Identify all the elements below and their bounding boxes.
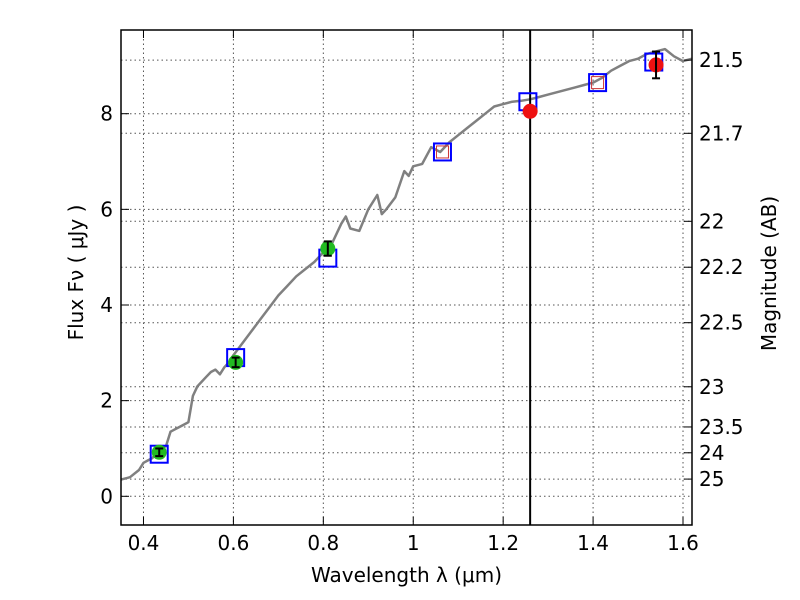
observed-flux-point bbox=[522, 103, 538, 119]
y-tick-label: 0 bbox=[100, 484, 113, 508]
y-axis-title: Flux Fν ( μJy ) bbox=[64, 205, 88, 341]
x-tick-label: 1 bbox=[407, 531, 420, 555]
y-tick-label: 8 bbox=[100, 102, 113, 126]
x-axis-ticks: 0.4 0.6 0.8 1 1.2 1.4 1.6 bbox=[128, 30, 699, 555]
x-tick-label: 1.6 bbox=[667, 531, 699, 555]
plot-frame bbox=[120, 29, 693, 526]
mag-tick-label: 25 bbox=[699, 467, 724, 491]
x-tick-label: 1.2 bbox=[487, 531, 519, 555]
model-spectrum-line bbox=[120, 47, 693, 481]
mag-tick-label: 22 bbox=[699, 209, 724, 233]
x-axis-title: Wavelength λ (μm) bbox=[311, 563, 502, 587]
y-tick-label: 2 bbox=[100, 389, 113, 413]
x-tick-label: 0.8 bbox=[307, 531, 339, 555]
x-tick-label: 0.6 bbox=[217, 531, 249, 555]
upper-limit-box bbox=[435, 145, 449, 159]
y-axis-ticks: 0 2 4 6 8 bbox=[100, 102, 129, 508]
mag-tick-label: 23.5 bbox=[699, 415, 744, 439]
y-tick-label: 6 bbox=[100, 197, 113, 221]
mag-tick-label: 21.7 bbox=[699, 121, 744, 145]
x-tick-label: 1.4 bbox=[577, 531, 609, 555]
synthetic-photometry-layer bbox=[149, 52, 664, 464]
mag-tick-label: 23 bbox=[699, 375, 724, 399]
synthetic-flux-box bbox=[588, 73, 608, 93]
upper-limit-box bbox=[591, 76, 605, 90]
right-axis-title: Magnitude (AB) bbox=[757, 196, 781, 351]
mag-tick-label: 21.5 bbox=[699, 48, 744, 72]
model-spectrum-layer bbox=[120, 47, 693, 481]
y-tick-label: 4 bbox=[100, 293, 113, 317]
mag-tick-label: 22.5 bbox=[699, 311, 744, 335]
observed-points-layer bbox=[151, 50, 664, 460]
x-tick-label: 0.4 bbox=[128, 531, 160, 555]
grid-lines bbox=[121, 30, 692, 525]
synthetic-flux-box bbox=[432, 142, 452, 162]
mag-tick-label: 24 bbox=[699, 441, 724, 465]
mag-tick-label: 22.2 bbox=[699, 255, 744, 279]
